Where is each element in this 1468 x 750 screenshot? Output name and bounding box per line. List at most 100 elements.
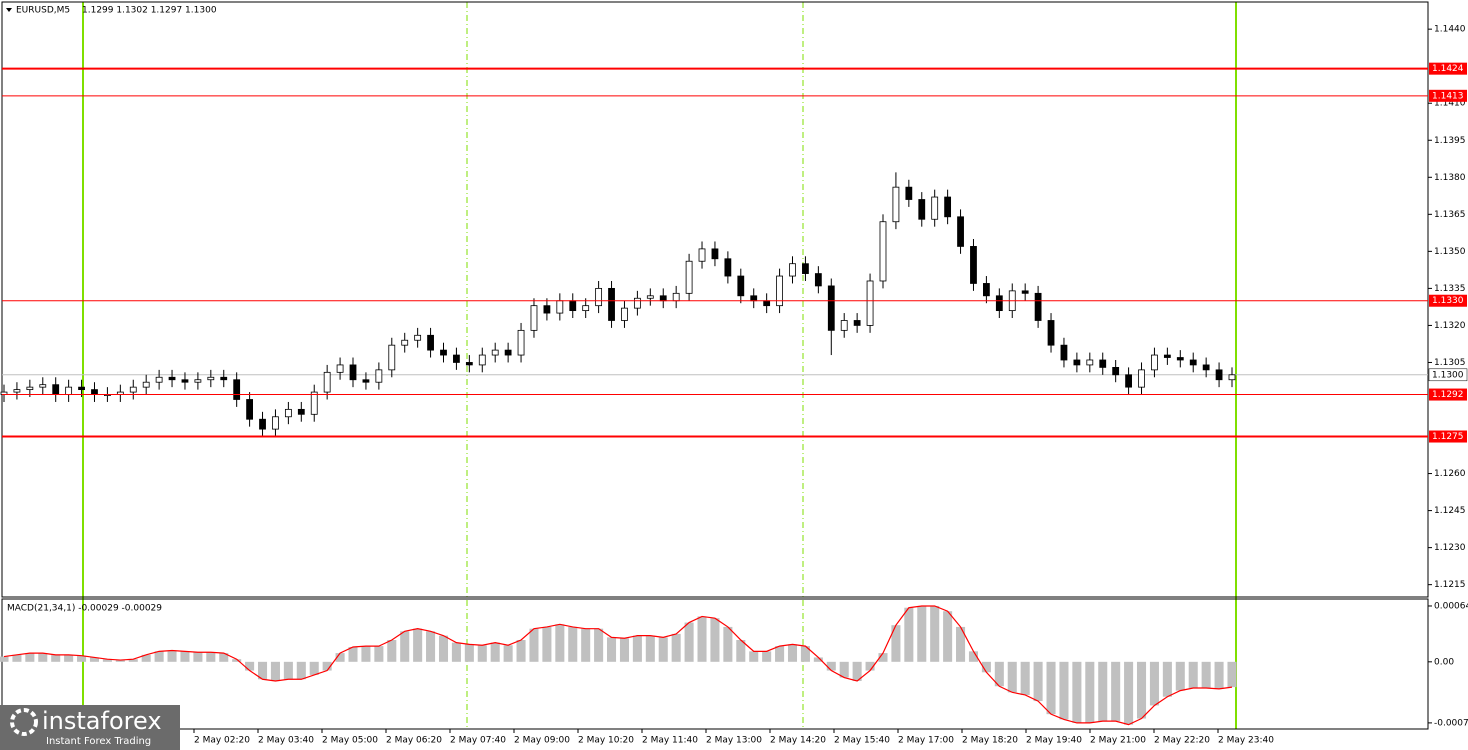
histogram-bar [968,651,978,662]
y-tick-label: 1.1230 [1434,543,1466,553]
level-label-box [1429,294,1467,307]
candle-body [1086,359,1094,366]
histogram-bar [632,635,642,662]
candle-body [543,305,551,314]
candle-body [323,371,331,393]
candle-body [776,275,783,307]
histogram-bar [451,642,461,662]
last-price-label: 1.1300 [1432,370,1464,380]
logo: instaforex Instant Forex Trading [0,705,180,750]
y-tick-label: 1.1395 [1434,136,1466,146]
candle-body [970,246,977,284]
logo-tagline: Instant Forex Trading [46,736,151,747]
candle-body [672,292,680,302]
histogram-bar [1162,661,1172,697]
histogram-bar [438,635,449,662]
candle-body [78,386,85,391]
histogram-bar [374,646,384,662]
candle-body [91,389,98,395]
histogram-bar [684,622,694,662]
candle-body [995,295,1003,312]
candle-body [750,295,758,302]
histogram-bar [839,661,849,678]
histogram-bar [0,656,9,662]
histogram-bar [1227,661,1237,688]
histogram-bar [102,659,112,662]
histogram-bar [38,653,48,662]
price-pane-border [1,1,1429,598]
x-tick-label: 2 May 05:00 [322,736,378,746]
candle-body [827,285,835,331]
histogram-bar [258,661,268,680]
candle-body [504,349,512,356]
histogram-bar [594,628,604,662]
histogram-bar [141,654,151,662]
histogram-bar [1020,661,1030,695]
y-tick-label: 1.1245 [1434,506,1466,516]
histogram-bar [516,640,526,662]
candle-body [1047,320,1055,346]
histogram-bar [413,628,423,662]
histogram-bar [1149,661,1159,706]
candle-body [530,305,538,331]
histogram-bar [477,645,487,662]
candle-body [26,386,34,391]
candle-body [414,334,422,341]
candle-body [181,379,189,383]
collapse-icon [6,8,12,12]
x-tick-label: 2 May 09:00 [514,736,570,746]
histogram-bar [348,646,358,662]
histogram-bar [361,646,371,662]
candle-body [905,186,913,200]
symbol-title: EURUSD,M5 [16,6,70,16]
histogram-bar [1124,661,1134,725]
candle-body [233,379,241,400]
histogram-bar [77,655,87,662]
histogram-bar [206,652,216,662]
candle-body [375,369,383,383]
histogram-bar [490,642,500,662]
candle-body [65,386,73,395]
histogram-bar [283,661,293,680]
histogram-bar [800,646,810,662]
candle-body [1073,359,1081,366]
histogram-bar [1214,661,1224,689]
candle-body [892,186,900,223]
candle-body [1060,344,1068,361]
candle-body [259,418,266,430]
y-tick-label: 1.1335 [1434,284,1466,294]
candle-body [168,376,176,381]
histogram-bar [296,661,306,680]
candle-body [595,287,603,307]
histogram-bar [671,633,681,662]
candle-body [802,263,809,274]
candle-body [569,300,577,312]
histogram-bar [581,628,591,662]
histogram-bar [723,626,733,662]
level-label: 1.1413 [1432,91,1464,101]
candle-body [1151,354,1158,371]
candle-body [931,196,939,220]
histogram-bar [658,637,668,662]
candle-body [698,248,706,262]
histogram-bar [387,640,397,662]
candle-body [608,287,615,321]
candle-body [388,344,396,371]
histogram-bar [826,661,836,671]
quote: 1.1299 1.1302 1.1297 1.1300 [82,6,217,16]
x-tick-label: 2 May 19:40 [1026,736,1082,746]
candle-body [39,384,47,388]
histogram-bar [309,661,319,675]
y-tick-label: 0.00 [1434,657,1454,667]
histogram-bar [128,659,138,662]
histogram-bar [542,626,552,662]
x-tick-label: 2 May 22:20 [1154,736,1210,746]
level-label: 1.1275 [1432,432,1464,442]
candle-body [362,379,370,383]
candle-body [1163,354,1171,358]
candle-body [207,376,215,381]
candle-body [246,399,254,420]
candle-body [194,379,202,383]
histogram-bar [193,652,203,662]
x-tick-label: 2 May 17:00 [898,736,954,746]
